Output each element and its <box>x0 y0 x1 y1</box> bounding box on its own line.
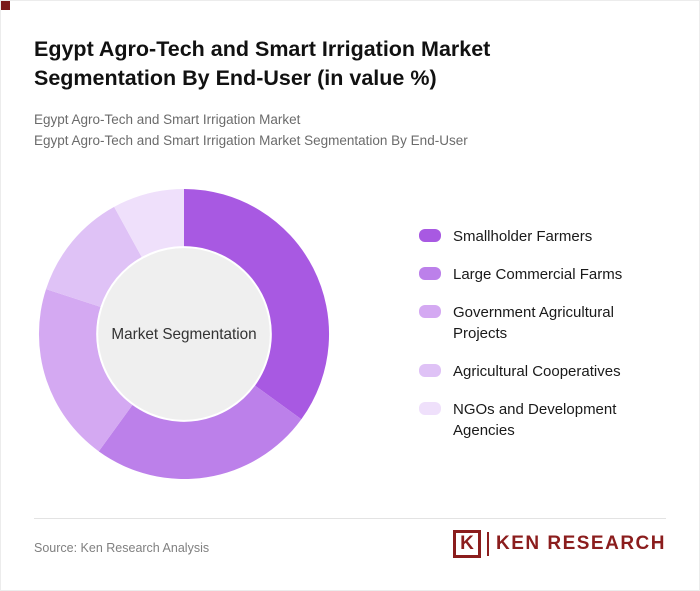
chart-title: Egypt Agro-Tech and Smart Irrigation Mar… <box>34 37 491 90</box>
legend-swatch <box>419 402 441 415</box>
donut-segment <box>98 385 302 480</box>
legend-swatch <box>419 267 441 280</box>
donut-segments <box>38 188 330 480</box>
logo-wordmark: KEN RESEARCH <box>495 533 666 554</box>
chart-subtitle-2: Egypt Agro-Tech and Smart Irrigation Mar… <box>34 133 468 148</box>
legend-label: Smallholder Farmers <box>453 228 593 245</box>
footer-divider <box>34 518 666 519</box>
donut-segment <box>46 206 142 307</box>
legend-item: Smallholder Farmers <box>419 226 658 247</box>
legend-label: Large Commercial Farms <box>453 266 623 283</box>
legend-item: Agricultural Cooperatives <box>419 361 658 382</box>
legend-swatch <box>419 305 441 318</box>
legend-item: NGOs and Development Agencies <box>419 399 658 441</box>
chart-subtitle-1: Egypt Agro-Tech and Smart Irrigation Mar… <box>34 112 301 127</box>
donut-chart: Market Segmentation <box>38 188 330 480</box>
legend-item: Large Commercial Farms <box>419 264 658 285</box>
legend-label: NGOs and Development Agencies <box>453 401 617 439</box>
donut-segment <box>38 289 133 452</box>
legend-swatch <box>419 229 441 242</box>
logo-separator <box>486 532 489 556</box>
donut-segment <box>114 188 184 258</box>
donut-center-label: Market Segmentation <box>111 326 256 343</box>
source-note: Source: Ken Research Analysis <box>34 541 210 555</box>
legend-label: Agricultural Cooperatives <box>453 363 621 380</box>
legend-label: Government Agricultural Projects <box>453 304 614 342</box>
legend-swatch <box>419 364 441 377</box>
donut-center-circle <box>98 248 270 420</box>
logo-k-mark: K <box>452 530 481 558</box>
donut-segment <box>184 188 330 420</box>
legend-item: Government Agricultural Projects <box>419 302 658 344</box>
chart-legend: Smallholder Farmers Large Commercial Farm… <box>419 226 658 458</box>
ken-research-logo: K KEN RESEARCH <box>452 530 666 558</box>
corner-accent-square <box>1 1 10 10</box>
